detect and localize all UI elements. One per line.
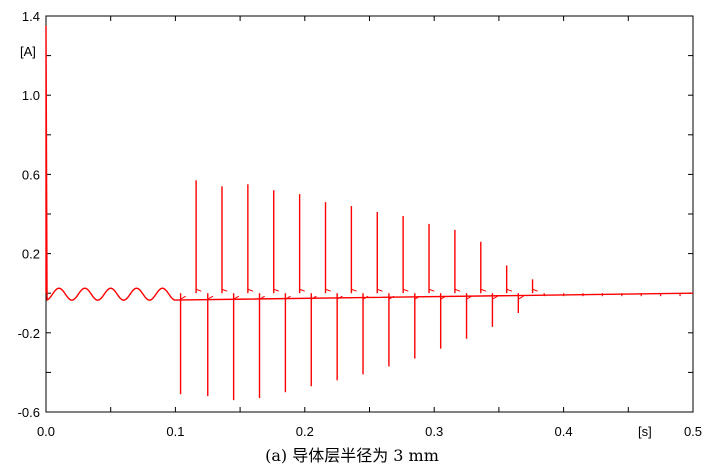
spike-ripple bbox=[428, 288, 435, 292]
axis-tick-labels: 0.0 0.1 0.2 0.3 0.4 0.5 -0.6 -0.2 0.2 0.6 1.0 1.4 bbox=[18, 9, 702, 439]
spike-ripple bbox=[414, 295, 421, 300]
spike-ripple bbox=[506, 288, 513, 292]
spike-ripple bbox=[207, 295, 214, 300]
x-tick-label: 0.3 bbox=[425, 424, 443, 439]
spike-ripple bbox=[180, 295, 187, 300]
x-tick-label: 0.1 bbox=[166, 424, 184, 439]
spike-ripple bbox=[492, 295, 498, 300]
spike-ripple bbox=[259, 295, 265, 300]
y-unit-label: [A] bbox=[20, 44, 36, 59]
spike-ripple bbox=[351, 288, 357, 292]
spike-ripple bbox=[336, 295, 343, 300]
spike-ripple bbox=[311, 295, 317, 300]
y-tick-label: -0.6 bbox=[18, 405, 40, 420]
spike-ripple bbox=[440, 295, 447, 300]
figure-caption: (a) 导体层半径为 3 mm bbox=[265, 446, 439, 465]
current-waveform bbox=[45, 25, 694, 301]
x-tick-label: 0.4 bbox=[555, 424, 573, 439]
y-tick-label: 1.4 bbox=[22, 9, 40, 24]
spike-ripple bbox=[480, 288, 487, 292]
x-tick-label: 0.5 bbox=[684, 424, 702, 439]
plot-frame bbox=[45, 15, 694, 413]
spike-ripple bbox=[273, 288, 280, 292]
spike-ripple bbox=[377, 288, 383, 292]
spike-ripple bbox=[285, 295, 291, 300]
spike-ripple bbox=[532, 288, 538, 292]
y-tick-label: 0.6 bbox=[22, 167, 40, 182]
x-tick-label: 0.2 bbox=[296, 424, 314, 439]
spike-ripple bbox=[454, 288, 461, 292]
spike-group bbox=[179, 180, 681, 401]
axis-ticks bbox=[45, 15, 694, 413]
y-tick-label: 1.0 bbox=[22, 88, 40, 103]
y-tick-label: 0.2 bbox=[22, 247, 40, 262]
spike-ripple bbox=[402, 288, 409, 292]
y-tick-label: -0.2 bbox=[18, 326, 40, 341]
spike-ripple bbox=[466, 295, 472, 300]
spike-ripple bbox=[388, 295, 395, 300]
x-unit-label: [s] bbox=[638, 424, 652, 439]
spike-ripple bbox=[247, 288, 254, 292]
current-chart: 0.0 0.1 0.2 0.3 0.4 0.5 -0.6 -0.2 0.2 0.6 1.0 1.4 [… bbox=[18, 9, 702, 439]
spike-ripple bbox=[299, 288, 305, 292]
spike-ripple bbox=[221, 288, 228, 292]
x-tick-label: 0.0 bbox=[37, 424, 55, 439]
spike-ripple bbox=[233, 295, 240, 300]
spike-ripple bbox=[325, 288, 331, 292]
spike-ripple bbox=[195, 288, 202, 292]
spike-ripple bbox=[518, 295, 524, 300]
spike-ripple bbox=[362, 295, 369, 300]
